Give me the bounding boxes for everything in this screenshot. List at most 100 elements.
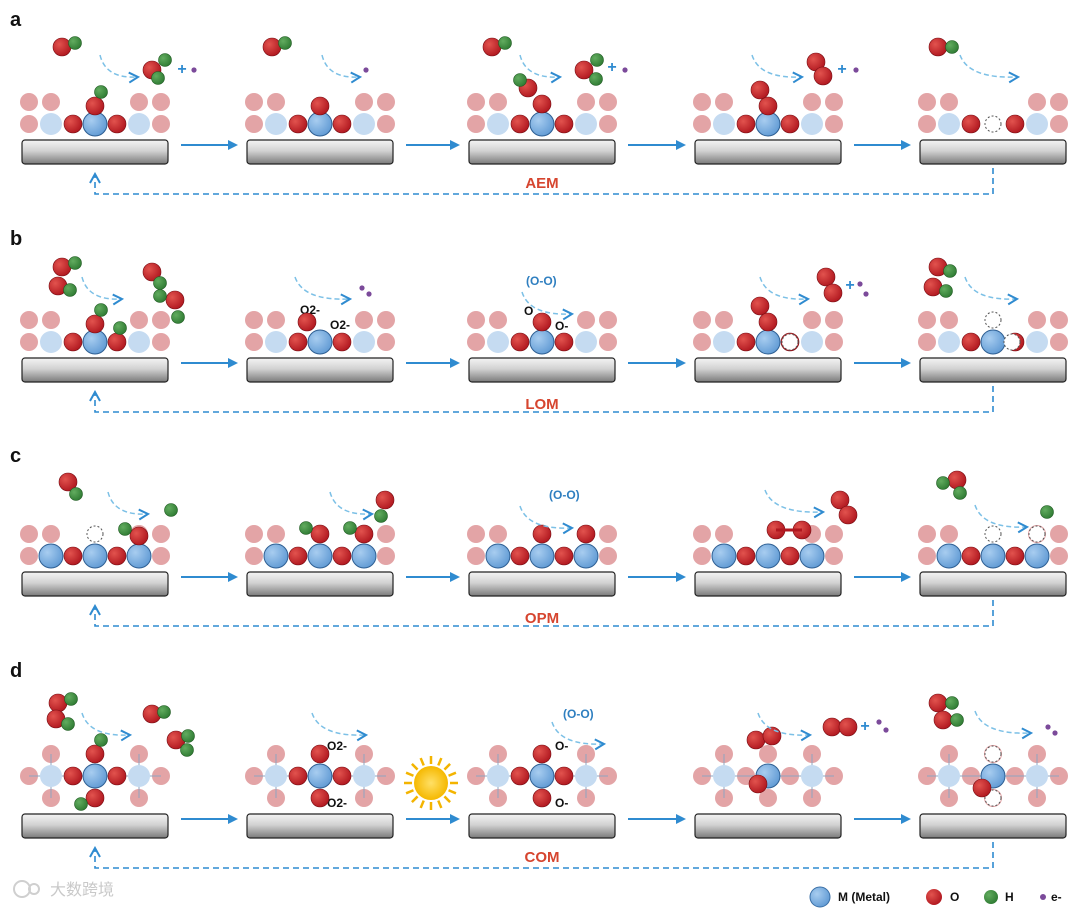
lattice-oxygen-atom: [152, 525, 170, 543]
oxygen-atom: [85, 788, 105, 808]
oxygen-atom: [510, 332, 530, 352]
lattice-oxygen-atom: [152, 115, 170, 133]
reaction-arrow: [519, 54, 560, 77]
metal-site-light: [801, 331, 823, 353]
oxygen-atom: [750, 296, 770, 316]
catalyst-slab: [694, 357, 842, 383]
plus-sign: +: [607, 59, 616, 76]
sun-ray: [443, 763, 451, 771]
lattice-oxygen-atom: [245, 93, 263, 111]
hydrogen-atom: [589, 72, 603, 86]
lattice-oxygen-atom: [918, 547, 936, 565]
lattice-oxygen-atom: [825, 333, 843, 351]
oxygen-atom: [750, 80, 770, 100]
mechanism-label-lom: LOM: [525, 396, 558, 413]
watermark-logo-icon: [13, 880, 31, 898]
oxygen-atom: [532, 744, 552, 764]
electron: [366, 291, 372, 297]
metal-legend-icon: [809, 886, 831, 908]
lattice-oxygen-atom: [467, 547, 485, 565]
electron: [857, 281, 863, 287]
oxygen-atom: [947, 470, 967, 490]
reaction-arrow: [81, 712, 130, 735]
reaction-arrow: [764, 489, 823, 512]
oxygen-atom: [354, 524, 374, 544]
hydrogen-atom: [181, 729, 195, 743]
reaction-arrow: [519, 505, 572, 528]
oxygen-atom: [262, 37, 282, 57]
lattice-oxygen-atom: [130, 93, 148, 111]
electron: [876, 719, 882, 725]
oxygen-atom: [816, 267, 836, 287]
reaction-arrow: [759, 276, 808, 299]
metal-site-light: [487, 765, 509, 787]
lattice-oxygen-atom: [599, 525, 617, 543]
oxygen-atom: [85, 314, 105, 334]
catalyst-slab: [919, 571, 1067, 597]
metal-atom: [351, 543, 377, 569]
lattice-oxygen-atom: [715, 525, 733, 543]
lattice-oxygen-atom: [377, 547, 395, 565]
lattice-oxygen-atom: [267, 93, 285, 111]
lattice-oxygen-atom: [467, 525, 485, 543]
legend-hydrogen-label: H: [1005, 890, 1014, 904]
metal-atom: [307, 111, 333, 137]
sun-ray: [448, 771, 457, 777]
metal-site-light: [938, 331, 960, 353]
metal-site-light: [938, 765, 960, 787]
oxygen-atom: [1005, 114, 1025, 134]
catalyst-slab: [246, 139, 394, 165]
lattice-oxygen-atom: [267, 311, 285, 329]
oxygen-atom: [830, 490, 850, 510]
cycle-return-arrow: [95, 168, 994, 195]
oxygen-atom: [510, 114, 530, 134]
electron-legend-icon: [1040, 894, 1046, 900]
oxygen-atom: [52, 257, 72, 277]
catalyst-slab: [21, 571, 169, 597]
oxygen-atom: [961, 114, 981, 134]
hydrogen-atom: [374, 509, 388, 523]
oxygen-atom: [736, 546, 756, 566]
vacancy: [781, 333, 799, 351]
hydrogen-atom: [171, 310, 185, 324]
lattice-oxygen-atom: [152, 547, 170, 565]
oxygen-atom: [923, 277, 943, 297]
metal-atom: [755, 111, 781, 137]
hydrogen-atom: [74, 797, 88, 811]
vacancy: [984, 311, 1002, 329]
catalyst-slab: [21, 139, 169, 165]
label-oo-c3: (O-O): [549, 488, 580, 502]
metal-atom: [980, 543, 1006, 569]
metal-atom: [82, 329, 108, 355]
oxygen-atom: [813, 66, 833, 86]
lattice-oxygen-atom: [803, 311, 821, 329]
metal-site-light: [353, 113, 375, 135]
oxygen-atom: [736, 114, 756, 134]
lattice-oxygen-atom: [1028, 311, 1046, 329]
vacancy: [984, 745, 1002, 763]
hydrogen-legend-icon: [984, 890, 998, 904]
lattice-oxygen-atom: [152, 333, 170, 351]
metal-atom: [82, 543, 108, 569]
oxygen-atom: [933, 710, 953, 730]
lattice-oxygen-atom: [20, 333, 38, 351]
legend-electron-label: e-: [1051, 890, 1062, 904]
sun-ray: [448, 789, 457, 795]
lattice-oxygen-atom: [489, 93, 507, 111]
catalyst-slab: [246, 813, 394, 839]
lattice-oxygen-atom: [377, 311, 395, 329]
hydrogen-atom: [94, 733, 108, 747]
reaction-arrow: [81, 276, 122, 299]
lattice-oxygen-atom: [355, 93, 373, 111]
vacancy: [984, 525, 1002, 543]
catalyst-slab: [468, 139, 616, 165]
metal-site-light: [575, 331, 597, 353]
oxygen-atom: [758, 96, 778, 116]
metal-site-light: [487, 331, 509, 353]
oxygen-atom: [961, 332, 981, 352]
metal-atom: [1024, 543, 1050, 569]
oxygen-atom: [310, 744, 330, 764]
hydrogen-atom: [943, 264, 957, 278]
cycle-return-arrow: [95, 842, 994, 869]
panel-c-letter: c: [10, 445, 21, 467]
